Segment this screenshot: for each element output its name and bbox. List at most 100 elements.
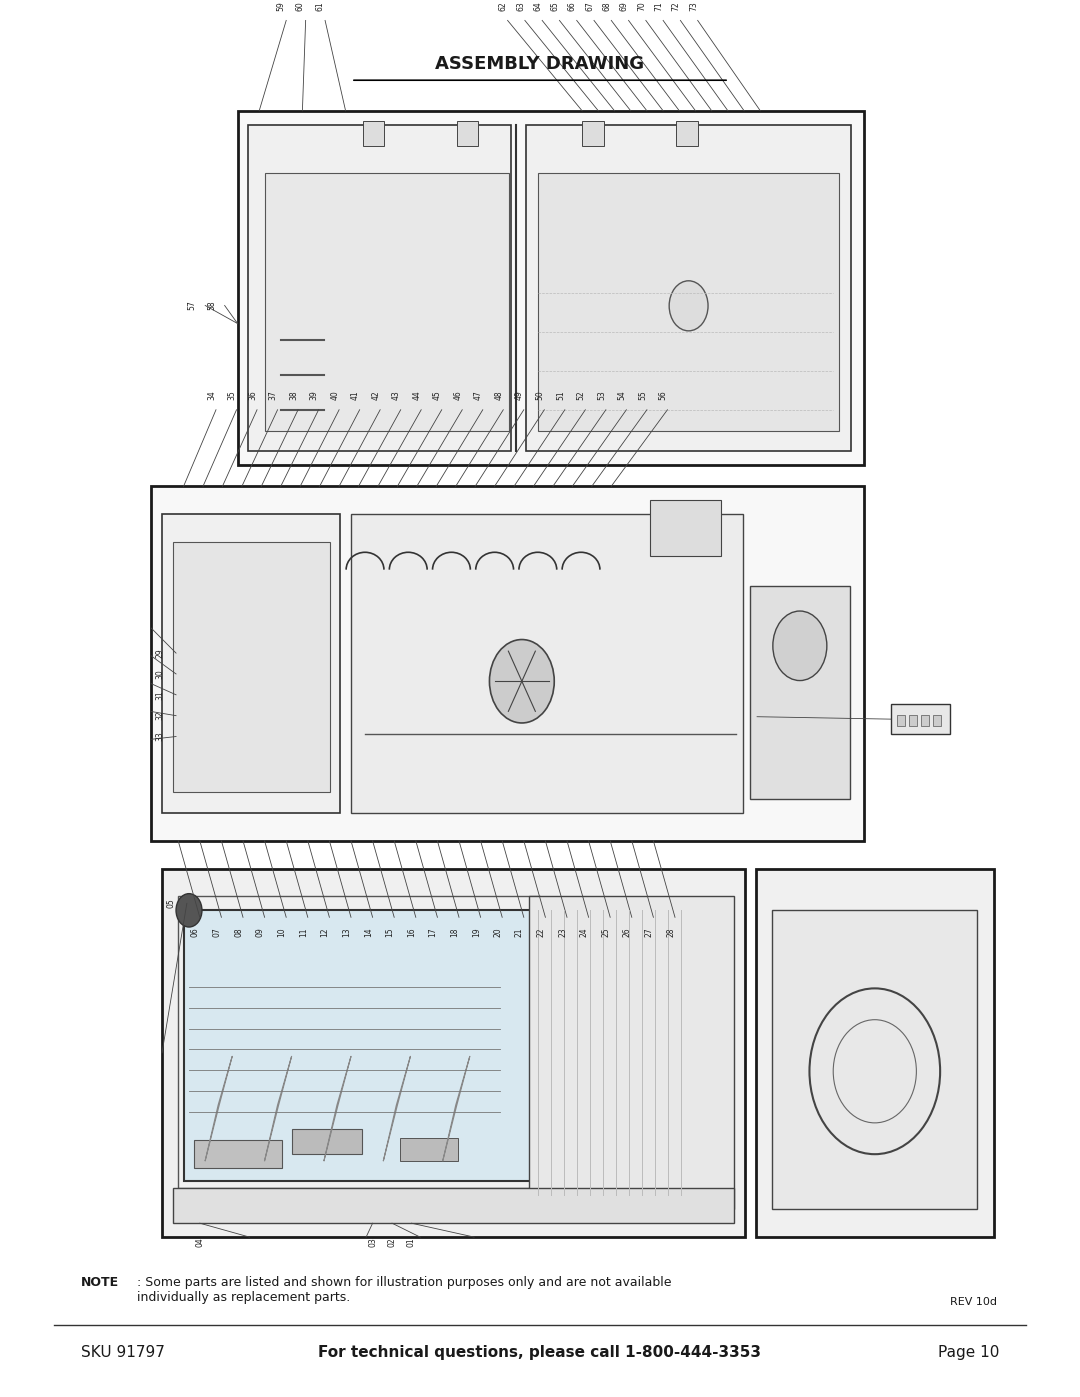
Bar: [897, 715, 905, 726]
Text: 36: 36: [248, 390, 257, 400]
Text: 13: 13: [342, 928, 351, 936]
Bar: [457, 120, 478, 145]
Text: 44: 44: [413, 390, 421, 400]
Bar: [162, 514, 340, 813]
Text: 54: 54: [618, 390, 626, 400]
Text: 14: 14: [364, 928, 373, 936]
Text: 67: 67: [585, 1, 594, 11]
Text: 58: 58: [207, 300, 216, 310]
Text: 72: 72: [672, 1, 680, 11]
Text: 23: 23: [558, 928, 567, 936]
Bar: [292, 1129, 362, 1154]
Bar: [265, 173, 509, 430]
Text: 51: 51: [556, 390, 565, 400]
Text: : Some parts are listed and shown for illustration purposes only and are not ava: : Some parts are listed and shown for il…: [137, 1275, 672, 1303]
Bar: [909, 715, 917, 726]
Text: 52: 52: [577, 390, 585, 400]
Text: 40: 40: [330, 390, 339, 400]
Text: 16: 16: [407, 928, 416, 936]
Text: 50: 50: [536, 390, 544, 400]
Bar: [750, 587, 850, 799]
Text: 07: 07: [213, 928, 221, 937]
Text: 08: 08: [234, 928, 243, 936]
Text: 53: 53: [597, 390, 606, 400]
Text: 69: 69: [620, 1, 629, 11]
Text: 05: 05: [166, 898, 175, 908]
Text: For technical questions, please call 1-800-444-3353: For technical questions, please call 1-8…: [319, 1345, 761, 1361]
Text: 63: 63: [516, 1, 525, 11]
Bar: [538, 173, 839, 430]
Text: SKU 91797: SKU 91797: [81, 1345, 165, 1361]
Bar: [151, 486, 864, 841]
Text: 04: 04: [195, 1238, 204, 1248]
Text: NOTE: NOTE: [81, 1275, 119, 1289]
Text: 49: 49: [515, 390, 524, 400]
Text: 48: 48: [495, 390, 503, 400]
Text: 73: 73: [689, 1, 698, 11]
Text: 62: 62: [499, 1, 508, 11]
Text: 57: 57: [188, 300, 197, 310]
Bar: [582, 120, 604, 145]
Bar: [921, 715, 929, 726]
Text: 34: 34: [207, 390, 216, 400]
Text: 24: 24: [580, 928, 589, 936]
Bar: [526, 124, 851, 451]
Bar: [772, 911, 977, 1210]
Text: 60: 60: [296, 1, 305, 11]
Text: 66: 66: [568, 1, 577, 11]
Bar: [363, 120, 384, 145]
Text: 21: 21: [515, 928, 524, 936]
Text: 39: 39: [310, 390, 319, 400]
Text: 03: 03: [368, 1238, 377, 1248]
Bar: [351, 514, 743, 813]
Text: 41: 41: [351, 390, 360, 400]
Text: 28: 28: [666, 928, 675, 936]
Text: 46: 46: [454, 390, 462, 400]
Circle shape: [176, 894, 202, 928]
Text: 59: 59: [276, 1, 285, 11]
Bar: [238, 110, 864, 465]
Bar: [529, 897, 733, 1210]
Bar: [650, 500, 721, 556]
Bar: [756, 869, 994, 1238]
Bar: [173, 542, 329, 792]
Text: 09: 09: [256, 928, 265, 937]
Bar: [400, 1139, 458, 1161]
Text: 27: 27: [645, 928, 653, 936]
Text: 71: 71: [654, 1, 663, 11]
Text: 22: 22: [537, 928, 545, 936]
Text: REV 10d: REV 10d: [950, 1298, 998, 1308]
Text: 18: 18: [450, 928, 459, 936]
Text: 30: 30: [156, 669, 164, 679]
Bar: [676, 120, 698, 145]
Text: 19: 19: [472, 928, 481, 936]
Text: 68: 68: [603, 1, 611, 11]
Text: 31: 31: [156, 690, 164, 700]
Bar: [194, 1140, 282, 1168]
Text: 12: 12: [321, 928, 329, 936]
Bar: [933, 715, 941, 726]
Text: 35: 35: [228, 390, 237, 400]
Text: 38: 38: [289, 390, 298, 400]
Bar: [184, 911, 534, 1182]
Text: 47: 47: [474, 390, 483, 400]
Text: 26: 26: [623, 928, 632, 936]
Bar: [248, 124, 512, 451]
Text: ASSEMBLY DRAWING: ASSEMBLY DRAWING: [435, 56, 645, 73]
Text: 43: 43: [392, 390, 401, 400]
Text: 11: 11: [299, 928, 308, 936]
Bar: [173, 1189, 734, 1224]
Text: 55: 55: [638, 390, 647, 400]
Text: 33: 33: [156, 732, 164, 742]
Text: 32: 32: [156, 711, 164, 721]
Circle shape: [489, 640, 554, 724]
Bar: [162, 869, 745, 1238]
Text: 61: 61: [315, 1, 324, 11]
Text: 56: 56: [659, 390, 667, 400]
Text: 20: 20: [494, 928, 502, 936]
Text: 25: 25: [602, 928, 610, 936]
Text: 17: 17: [429, 928, 437, 936]
Text: Page 10: Page 10: [937, 1345, 999, 1361]
Bar: [891, 704, 950, 735]
Circle shape: [670, 281, 708, 331]
